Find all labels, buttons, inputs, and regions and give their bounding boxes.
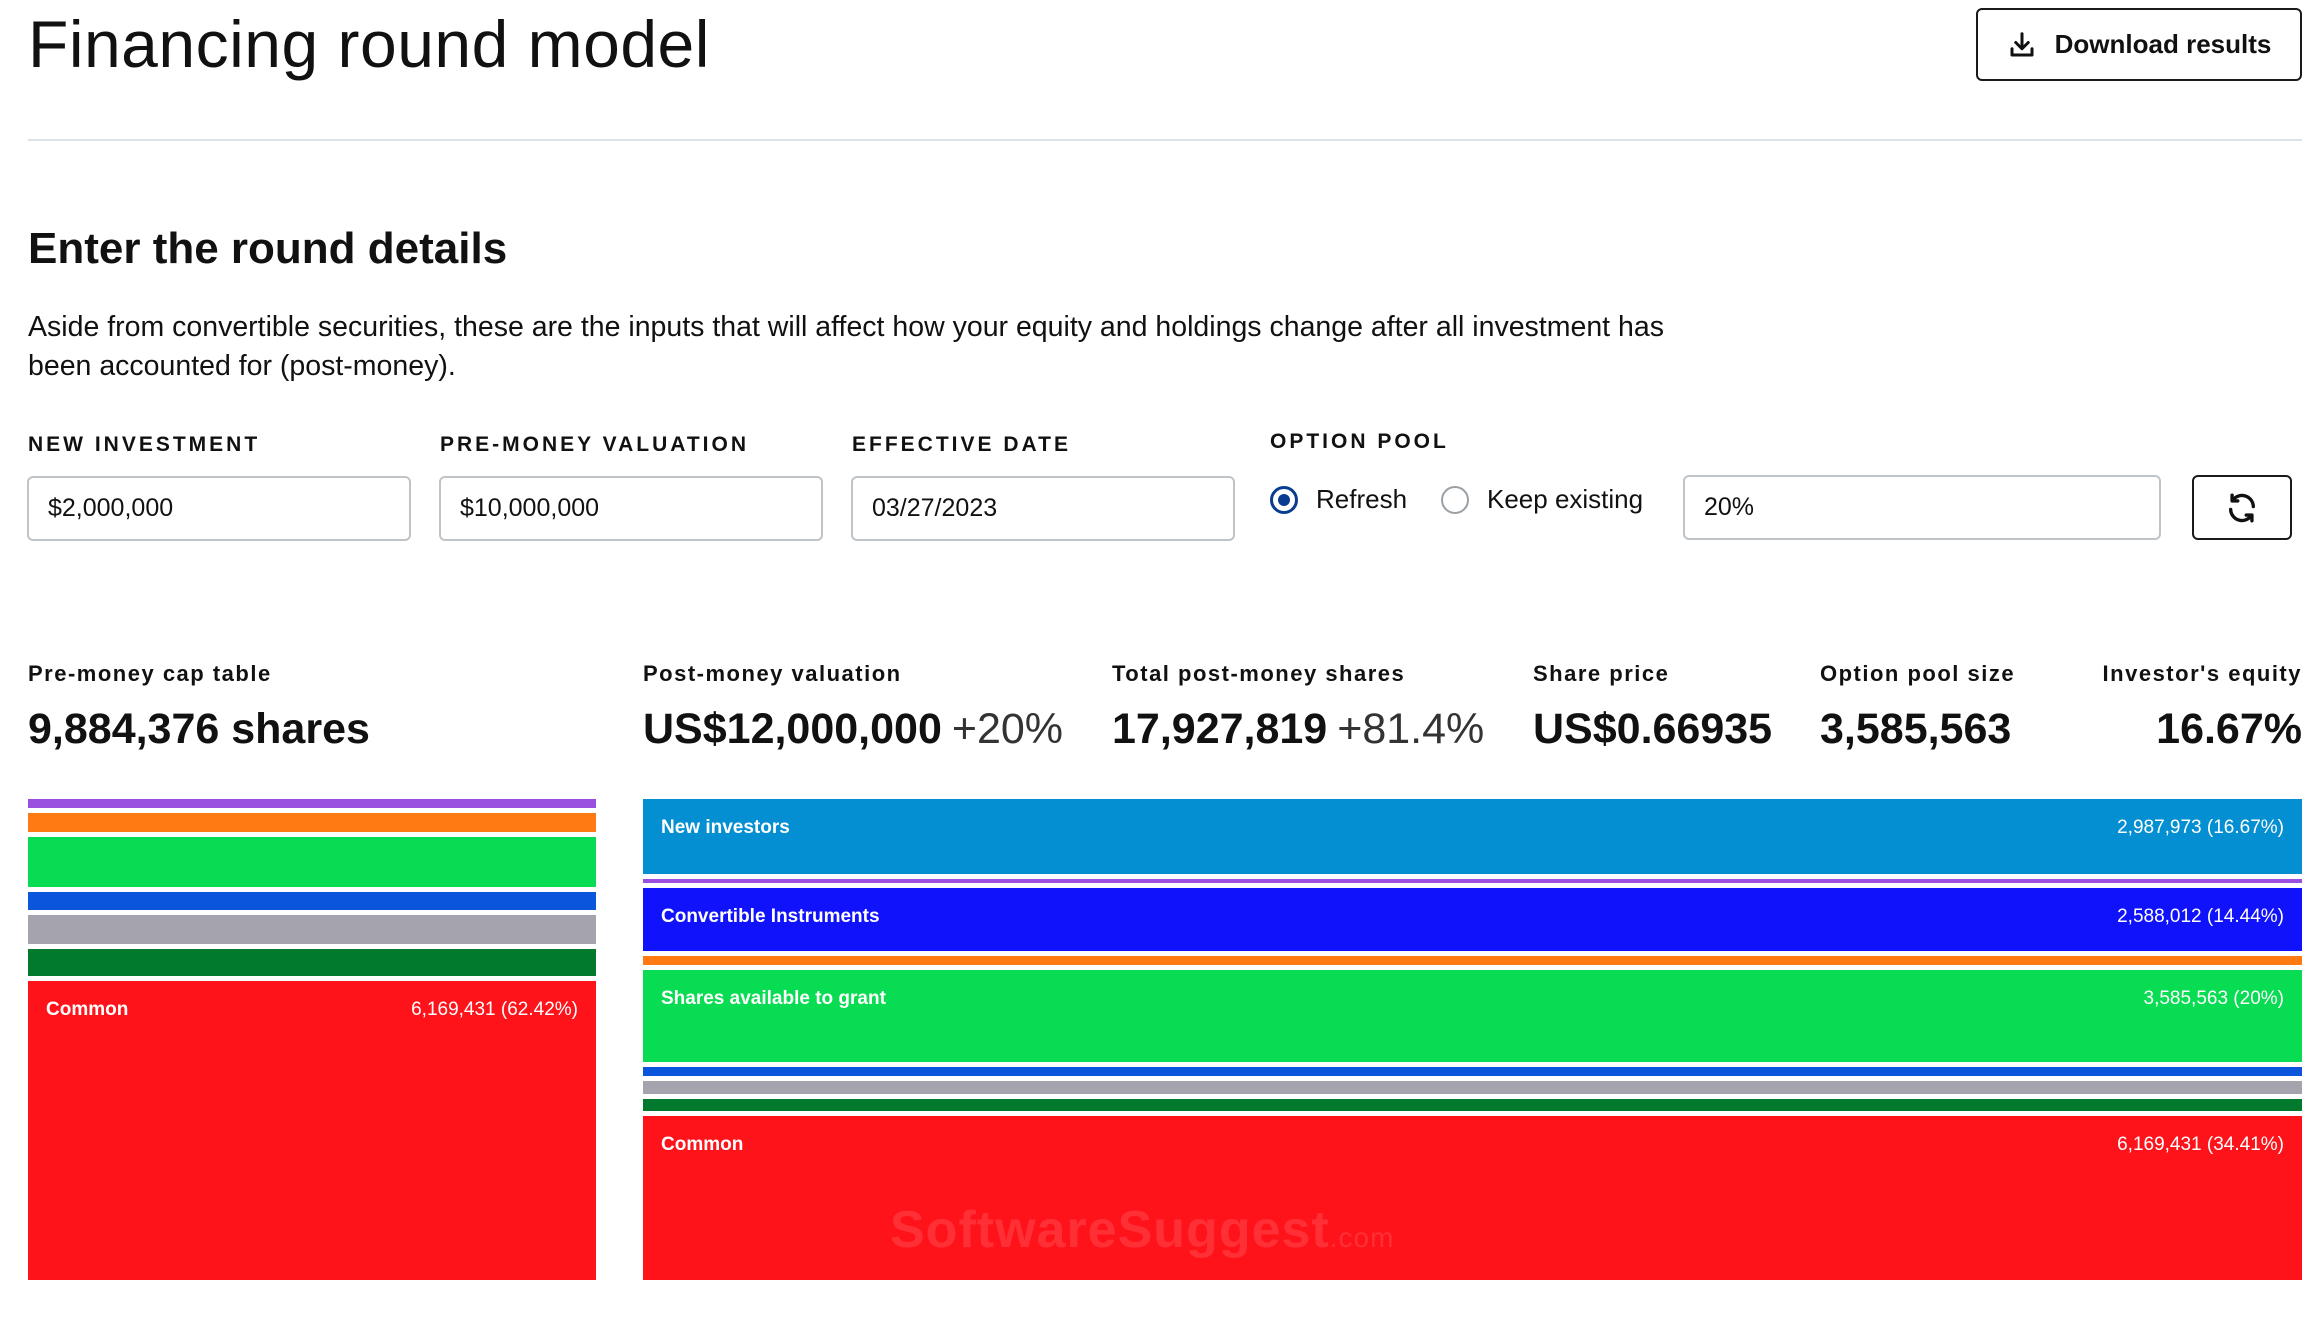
pre-money-bar-green[interactable] (28, 837, 596, 887)
convertible-instruments-value: 2,588,012 (14.44%) (2117, 906, 2284, 927)
radio-checked-icon (1270, 485, 1298, 514)
post-money-bar-blue[interactable] (643, 1067, 2302, 1076)
option-pool-label: OPTION POOL (1270, 430, 1449, 453)
option-pool-size-label: Option pool size (1820, 661, 2016, 686)
post-money-bar-purple[interactable] (643, 879, 2302, 883)
total-post-money-shares-label: Total post-money shares (1112, 661, 1406, 686)
post-money-bar-gray[interactable] (643, 1081, 2302, 1094)
effective-date-label: EFFECTIVE DATE (852, 433, 1071, 456)
total-post-money-shares-amount: 17,927,819 (1112, 705, 1328, 753)
post-money-bar-orange[interactable] (643, 956, 2302, 965)
watermark-suffix: .com (1329, 1222, 1395, 1253)
investors-equity-label: Investor's equity (2102, 661, 2302, 686)
new-investment-label: NEW INVESTMENT (28, 433, 261, 456)
post-money-valuation-label: Post-money valuation (643, 661, 902, 686)
post-money-bar-dark-green[interactable] (643, 1099, 2302, 1111)
pre-money-bar-dark-green[interactable] (28, 949, 596, 976)
keep-existing-radio-label: Keep existing (1487, 484, 1644, 514)
pre-money-common-label: Common (46, 999, 129, 1020)
shares-available-label: Shares available to grant (661, 988, 886, 1009)
option-pool-percent-input[interactable] (1683, 475, 2161, 540)
pre-money-bar-blue[interactable] (28, 892, 596, 910)
post-money-bar-new-investors[interactable]: New investors 2,987,973 (16.67%) (643, 799, 2302, 874)
share-price-label: Share price (1533, 661, 1670, 686)
post-money-bar-convertible-instruments[interactable]: Convertible Instruments 2,588,012 (14.44… (643, 888, 2302, 951)
effective-date-input[interactable] (851, 476, 1235, 541)
post-money-valuation-value: US$12,000,000 +20% (643, 705, 1063, 754)
post-money-common-value: 6,169,431 (34.41%) (2117, 1134, 2284, 1155)
share-price-value: US$0.66935 (1533, 705, 1773, 753)
option-pool-keep-existing-radio[interactable]: Keep existing (1441, 484, 1643, 515)
watermark: SoftwareSuggest.com (890, 1200, 1394, 1260)
watermark-text: SoftwareSuggest (890, 1201, 1330, 1259)
pre-money-cap-table-label: Pre-money cap table (28, 661, 272, 686)
refresh-icon (2228, 493, 2256, 522)
download-results-label: Download results (2054, 29, 2272, 59)
pre-money-valuation-label: PRE-MONEY VALUATION (440, 433, 750, 456)
new-investors-value: 2,987,973 (16.67%) (2117, 817, 2284, 838)
pre-money-cap-table-value: 9,884,376 shares (28, 705, 370, 753)
pre-money-bar-common[interactable]: Common 6,169,431 (62.42%) (28, 981, 596, 1280)
option-pool-refresh-radio[interactable]: Refresh (1270, 484, 1407, 515)
total-post-money-shares-delta: +81.4% (1337, 705, 1485, 753)
new-investment-input[interactable] (27, 476, 411, 541)
post-money-bar-common[interactable]: Common 6,169,431 (34.41%) (643, 1116, 2302, 1280)
section-description: Aside from convertible securities, these… (28, 311, 1664, 382)
radio-unchecked-icon (1441, 485, 1469, 514)
download-results-button[interactable]: Download results (1976, 8, 2302, 81)
refresh-button[interactable] (2192, 475, 2292, 540)
pre-money-valuation-input[interactable] (439, 476, 823, 541)
download-icon (2010, 31, 2034, 56)
post-money-valuation-amount: US$12,000,000 (643, 705, 942, 753)
new-investors-label: New investors (661, 817, 790, 838)
header-divider (28, 139, 2302, 141)
section-title: Enter the round details (28, 224, 508, 273)
post-money-valuation-delta: +20% (951, 705, 1064, 753)
post-money-bar-shares-available[interactable]: Shares available to grant 3,585,563 (20%… (643, 970, 2302, 1062)
shares-available-value: 3,585,563 (20%) (2143, 988, 2285, 1009)
pre-money-bar-orange[interactable] (28, 813, 596, 832)
option-pool-size-value: 3,585,563 (1820, 705, 2012, 753)
total-post-money-shares-value: 17,927,819 +81.4% (1112, 705, 1484, 754)
refresh-radio-label: Refresh (1316, 484, 1408, 514)
convertible-instruments-label: Convertible Instruments (661, 906, 880, 927)
page-title: Financing round model (28, 7, 710, 81)
investors-equity-value: 16.67% (2156, 705, 2302, 753)
post-money-common-label: Common (661, 1134, 744, 1155)
pre-money-bar-purple[interactable] (28, 799, 596, 808)
pre-money-bar-gray[interactable] (28, 915, 596, 944)
pre-money-common-value: 6,169,431 (62.42%) (411, 999, 578, 1020)
